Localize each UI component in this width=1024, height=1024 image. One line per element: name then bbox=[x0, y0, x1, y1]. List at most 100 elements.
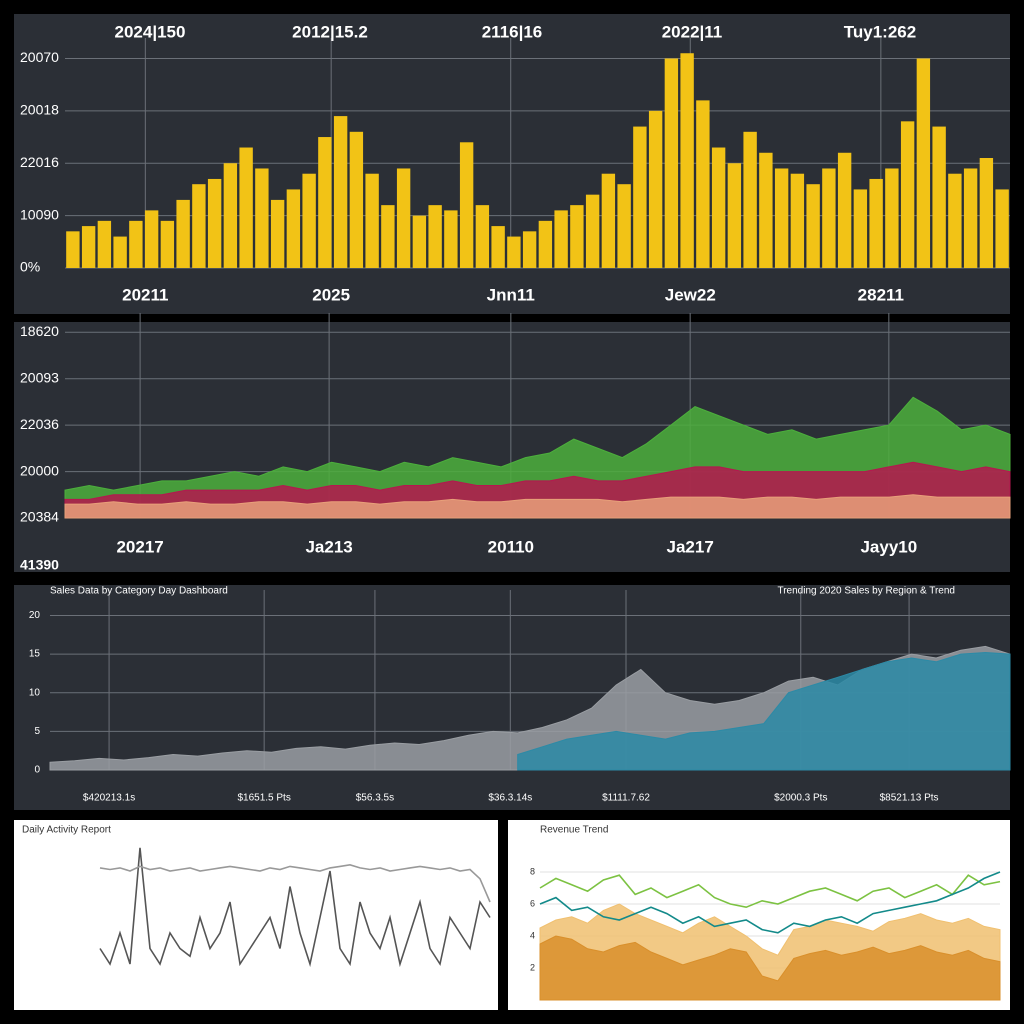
bar bbox=[979, 158, 994, 268]
bar bbox=[948, 173, 962, 268]
bar bbox=[318, 137, 332, 268]
bar bbox=[617, 184, 631, 268]
y-tick-label: 0% bbox=[20, 259, 40, 275]
line bbox=[99, 863, 491, 903]
bar bbox=[601, 173, 616, 268]
bar bbox=[522, 231, 537, 268]
bar bbox=[680, 53, 694, 268]
bar bbox=[365, 173, 379, 268]
area bbox=[539, 935, 1001, 1001]
x-tick-label: 2025 bbox=[312, 285, 350, 304]
bar bbox=[759, 152, 773, 268]
bar bbox=[664, 58, 679, 268]
y-tick-label: 20093 bbox=[20, 369, 59, 385]
y-tick-label: 20070 bbox=[20, 49, 59, 65]
bar bbox=[192, 184, 206, 268]
bar bbox=[270, 199, 285, 268]
bar bbox=[129, 220, 143, 268]
x-tick-label: $2000.3 Pts bbox=[774, 793, 827, 804]
x-tick-label: Jnn11 bbox=[487, 285, 535, 304]
bar bbox=[932, 126, 946, 268]
bar bbox=[774, 168, 789, 268]
y-tick-label: 20018 bbox=[20, 102, 59, 118]
bar bbox=[822, 168, 836, 268]
y-tick-label: 10 bbox=[29, 687, 41, 698]
annotation: 2116|16 bbox=[482, 22, 543, 41]
panel bbox=[14, 820, 498, 1010]
y-tick-label: 2 bbox=[530, 962, 535, 972]
annotation: Sales Data by Category Day Dashboard bbox=[50, 586, 228, 597]
y-tick-label: 10090 bbox=[20, 206, 59, 222]
y-tick-label: 22016 bbox=[20, 154, 59, 170]
bar bbox=[743, 131, 757, 268]
bar bbox=[444, 210, 458, 268]
annotation: 2022|11 bbox=[662, 22, 723, 41]
bar bbox=[286, 189, 301, 268]
panel bbox=[14, 14, 1010, 314]
bar bbox=[144, 210, 159, 268]
x-tick-label: $420213.1s bbox=[83, 793, 135, 804]
bar bbox=[900, 121, 915, 268]
x-tick-label: 20110 bbox=[488, 537, 534, 556]
bar bbox=[585, 194, 600, 268]
y-tick-label: 20384 bbox=[20, 509, 59, 525]
bar bbox=[633, 126, 647, 268]
bar bbox=[570, 205, 584, 268]
bar bbox=[916, 58, 931, 268]
area bbox=[64, 494, 1011, 519]
bar bbox=[207, 178, 222, 268]
bar bbox=[648, 110, 663, 268]
bar bbox=[97, 220, 112, 268]
y-tick-label: 20000 bbox=[20, 462, 59, 478]
bar bbox=[696, 100, 710, 268]
bar bbox=[66, 231, 80, 268]
bar bbox=[475, 205, 490, 268]
annotation: Tuy1:262 bbox=[844, 22, 916, 41]
y-tick-label: 15 bbox=[29, 649, 41, 660]
y-tick-label: 20 bbox=[29, 610, 41, 621]
x-tick-label: Jayy10 bbox=[860, 537, 917, 556]
x-tick-label: 20217 bbox=[116, 537, 163, 556]
line bbox=[539, 871, 1001, 934]
bar bbox=[223, 163, 238, 268]
x-tick-label: $8521.13 Pts bbox=[880, 793, 939, 804]
annotation: 2024|150 bbox=[115, 22, 186, 41]
bar bbox=[491, 226, 505, 268]
bar bbox=[113, 236, 127, 268]
x-tick-label: $1651.5 Pts bbox=[237, 793, 290, 804]
bar bbox=[507, 236, 521, 268]
bar bbox=[381, 205, 395, 268]
bar bbox=[727, 163, 742, 268]
y-tick-label: 18620 bbox=[20, 323, 59, 339]
bar bbox=[459, 142, 474, 268]
bar bbox=[396, 168, 411, 268]
y-tick-label: 5 bbox=[34, 726, 40, 737]
bar bbox=[333, 116, 348, 268]
bar bbox=[412, 215, 427, 268]
annotation: 41390 bbox=[20, 557, 59, 573]
bar bbox=[160, 220, 175, 268]
x-tick-label: Ja217 bbox=[667, 537, 714, 556]
line bbox=[539, 874, 1001, 909]
annotation: Revenue Trend bbox=[540, 825, 608, 836]
annotation: 2012|15.2 bbox=[292, 22, 368, 41]
bar bbox=[239, 147, 253, 268]
bar bbox=[837, 152, 852, 268]
y-tick-label: 8 bbox=[530, 866, 535, 876]
bar bbox=[806, 184, 820, 268]
x-tick-label: $1111.7.62 bbox=[602, 793, 650, 804]
x-tick-label: Jew22 bbox=[665, 285, 716, 304]
bar bbox=[554, 210, 568, 268]
bar bbox=[790, 173, 805, 268]
bar bbox=[538, 220, 553, 268]
bar bbox=[963, 168, 978, 268]
x-tick-label: 28211 bbox=[858, 285, 904, 304]
bar bbox=[349, 131, 364, 268]
x-tick-label: Ja213 bbox=[305, 537, 352, 556]
bar bbox=[853, 189, 868, 268]
bar bbox=[176, 199, 190, 268]
bar bbox=[302, 173, 316, 268]
y-tick-label: 0 bbox=[34, 765, 40, 776]
